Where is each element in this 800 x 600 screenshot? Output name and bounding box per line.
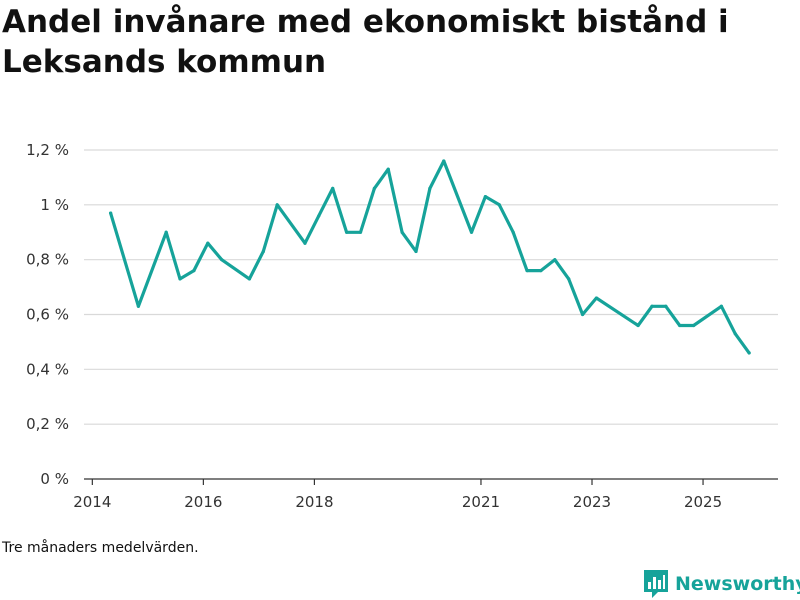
bar-chart-logo-icon <box>644 570 668 598</box>
data-point[interactable] <box>345 230 349 234</box>
chart-title: Andel invånare med ekonomiskt bistånd i … <box>2 4 729 80</box>
data-point[interactable] <box>164 230 168 234</box>
y-tick-label: 1,2 % <box>26 141 69 159</box>
data-point[interactable] <box>331 186 335 190</box>
y-tick-label: 0 % <box>40 470 69 488</box>
x-tick-label: 2018 <box>295 493 333 511</box>
y-tick-label: 0,4 % <box>26 360 69 378</box>
data-point[interactable] <box>733 332 737 336</box>
data-point[interactable] <box>386 167 390 171</box>
data-point[interactable] <box>719 304 723 308</box>
brand-name: Newsworthy <box>675 573 800 595</box>
data-point[interactable] <box>553 258 557 262</box>
brand-logo[interactable]: Newsworthy <box>644 569 800 599</box>
data-point[interactable] <box>469 230 474 234</box>
data-point[interactable] <box>678 323 682 328</box>
data-point[interactable] <box>136 304 141 308</box>
y-tick-label: 1 % <box>40 196 69 214</box>
x-tick-label: 2021 <box>462 493 500 511</box>
data-point[interactable] <box>664 304 668 308</box>
data-point[interactable] <box>525 269 529 273</box>
data-point[interactable] <box>109 211 113 215</box>
y-tick-label: 0,6 % <box>26 306 69 324</box>
x-tick-label: 2014 <box>73 493 111 511</box>
data-point[interactable] <box>636 323 640 328</box>
data-point[interactable] <box>247 277 252 281</box>
grid-lines <box>84 149 778 425</box>
data-point[interactable] <box>358 230 363 234</box>
data-point[interactable] <box>275 203 279 207</box>
data-point[interactable] <box>428 186 432 190</box>
data-point[interactable] <box>483 195 488 199</box>
x-tick-label: 2016 <box>184 493 222 511</box>
data-point[interactable] <box>414 249 418 254</box>
data-point[interactable] <box>442 159 446 163</box>
y-tick-label: 0,8 % <box>26 251 69 269</box>
data-point[interactable] <box>317 214 321 218</box>
x-tick-label: 2023 <box>573 493 611 511</box>
data-point[interactable] <box>303 241 307 245</box>
data-point[interactable] <box>372 186 376 190</box>
data-point[interactable] <box>497 203 501 207</box>
data-point[interactable] <box>580 312 585 317</box>
data-point[interactable] <box>511 230 515 234</box>
series-layer <box>108 159 751 355</box>
data-point[interactable] <box>567 277 571 281</box>
data-point[interactable] <box>692 323 696 328</box>
data-point[interactable] <box>192 269 196 273</box>
data-point[interactable] <box>747 351 751 355</box>
data-point[interactable] <box>261 249 265 254</box>
data-point[interactable] <box>178 277 182 281</box>
y-axis-tick-labels: 0 % 0,2 % 0,4 % 0,6 % 0,8 % 1 % 1,2 % <box>26 141 69 488</box>
x-axis-ticks: 2014 2016 2018 2021 2023 2025 <box>73 479 722 511</box>
footnote: Tre månaders medelvärden. <box>2 540 199 556</box>
data-point[interactable] <box>400 230 404 234</box>
y-tick-label: 0,2 % <box>26 415 69 433</box>
data-point[interactable] <box>220 258 224 262</box>
data-point[interactable] <box>206 241 210 245</box>
data-point[interactable] <box>539 269 543 273</box>
data-point[interactable] <box>650 304 654 308</box>
x-tick-label: 2025 <box>684 493 722 511</box>
data-point[interactable] <box>594 296 599 300</box>
